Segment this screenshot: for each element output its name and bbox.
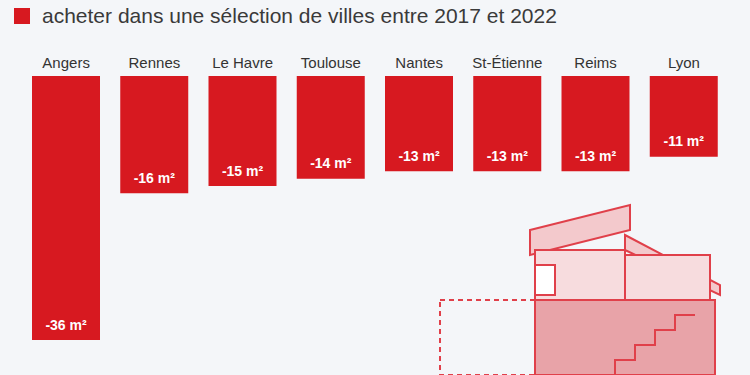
svg-text:-13 m²: -13 m² (575, 148, 617, 164)
svg-text:Nantes: Nantes (395, 54, 443, 71)
svg-text:Rennes: Rennes (129, 54, 181, 71)
svg-text:Angers: Angers (42, 54, 90, 71)
svg-text:Toulouse: Toulouse (301, 54, 361, 71)
svg-text:-15 m²: -15 m² (222, 163, 264, 179)
svg-text:-13 m²: -13 m² (487, 148, 529, 164)
svg-text:-36 m²: -36 m² (45, 317, 87, 333)
svg-text:St-Étienne: St-Étienne (472, 54, 542, 71)
svg-text:Le Havre: Le Havre (212, 54, 273, 71)
html-text:acheter dans une sélection de: acheter dans une sélection de villes ent… (42, 4, 557, 27)
svg-text:-11 m²: -11 m² (664, 133, 705, 149)
svg-text:-16 m²: -16 m² (134, 170, 176, 186)
svg-text:Reims: Reims (574, 54, 617, 71)
svg-text:-14 m²: -14 m² (310, 155, 352, 171)
svg-text:Lyon: Lyon (668, 54, 700, 71)
svg-text:-13 m²: -13 m² (398, 148, 440, 164)
